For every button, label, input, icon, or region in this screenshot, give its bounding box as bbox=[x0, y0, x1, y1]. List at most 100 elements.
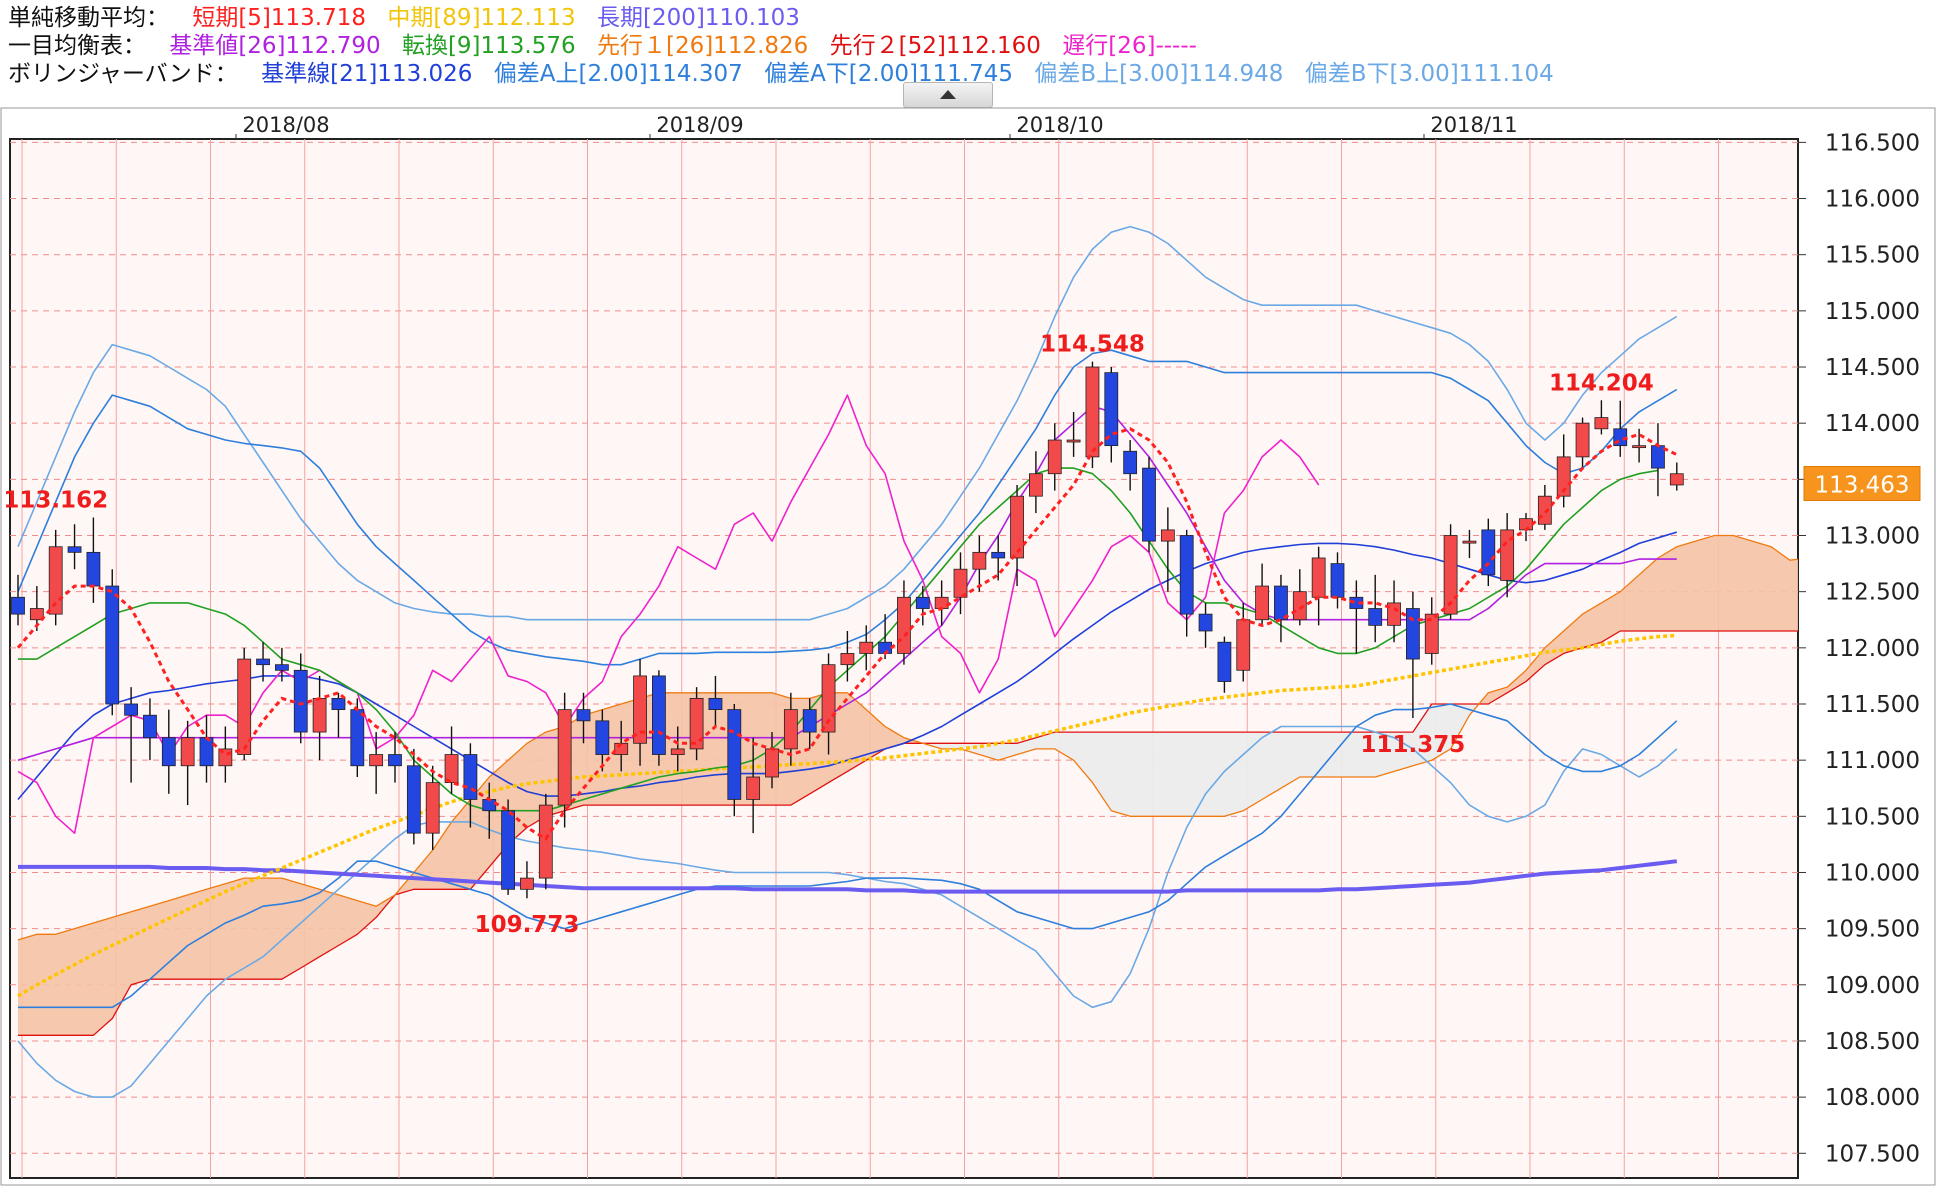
candle[interactable] bbox=[1236, 602, 1251, 682]
candle[interactable] bbox=[1142, 456, 1156, 553]
candle[interactable] bbox=[1160, 507, 1175, 592]
candle[interactable] bbox=[463, 743, 478, 828]
candle-body bbox=[501, 810, 516, 890]
candle[interactable] bbox=[1123, 440, 1138, 491]
candle[interactable] bbox=[520, 861, 534, 899]
candle[interactable] bbox=[595, 709, 610, 772]
candle[interactable] bbox=[1368, 574, 1383, 643]
candle[interactable] bbox=[425, 765, 440, 851]
y-axis-label: 109.000 bbox=[1825, 973, 1920, 999]
candle[interactable] bbox=[48, 529, 63, 626]
candle[interactable] bbox=[388, 732, 402, 783]
candle[interactable] bbox=[727, 703, 742, 817]
y-axis-label: 116.500 bbox=[1825, 130, 1920, 156]
plot-layer bbox=[10, 139, 1798, 1178]
candle[interactable] bbox=[237, 647, 252, 761]
candle[interactable] bbox=[840, 630, 855, 682]
candle[interactable] bbox=[1424, 597, 1439, 665]
candle[interactable] bbox=[1632, 428, 1646, 463]
legend-item-tenkan: 転換[9]113.576 bbox=[401, 33, 576, 59]
candle[interactable] bbox=[11, 574, 25, 626]
candle-body bbox=[1217, 641, 1232, 682]
legend-item-bb-up2: 偏差A上[2.00]114.307 bbox=[493, 61, 743, 87]
candle[interactable] bbox=[1104, 367, 1119, 463]
candle-body bbox=[293, 669, 308, 733]
candle-body bbox=[256, 658, 270, 666]
candle[interactable] bbox=[1443, 524, 1458, 620]
candle[interactable] bbox=[312, 675, 327, 761]
candle[interactable] bbox=[1594, 400, 1609, 435]
candle[interactable] bbox=[670, 726, 685, 772]
candle[interactable] bbox=[859, 625, 874, 671]
candle[interactable] bbox=[331, 692, 346, 738]
candle[interactable] bbox=[67, 524, 82, 570]
candle[interactable] bbox=[557, 692, 572, 828]
candle[interactable] bbox=[538, 793, 553, 890]
candle[interactable] bbox=[1462, 529, 1477, 558]
candle[interactable] bbox=[1311, 546, 1326, 626]
candle[interactable] bbox=[1575, 417, 1590, 469]
ichimoku-cloud-bullish bbox=[18, 692, 923, 1036]
candle[interactable] bbox=[444, 726, 459, 794]
candle[interactable] bbox=[1217, 636, 1232, 693]
candle-body bbox=[1029, 473, 1043, 497]
candle[interactable] bbox=[652, 670, 666, 766]
candle-body bbox=[274, 664, 289, 671]
candle[interactable] bbox=[802, 698, 817, 749]
candle[interactable] bbox=[1255, 563, 1269, 626]
candle[interactable] bbox=[293, 653, 308, 744]
candle[interactable] bbox=[501, 799, 516, 895]
candle-body bbox=[576, 709, 591, 722]
legend-row-sma: 単純移動平均： 短期[5]113.718 中期[89]112.113 長期[20… bbox=[8, 4, 814, 32]
legend-item-span1: 先行１[26]112.826 bbox=[596, 33, 809, 59]
candle[interactable] bbox=[1292, 569, 1307, 626]
candle[interactable] bbox=[1387, 580, 1401, 643]
candle[interactable] bbox=[1179, 529, 1194, 637]
candle[interactable] bbox=[1198, 602, 1213, 648]
candle[interactable] bbox=[350, 698, 365, 778]
candle[interactable] bbox=[406, 748, 421, 845]
candle[interactable] bbox=[1047, 423, 1062, 491]
candle[interactable] bbox=[915, 586, 930, 626]
candle[interactable] bbox=[143, 698, 157, 761]
candle-body bbox=[1424, 613, 1439, 654]
candle[interactable] bbox=[1330, 552, 1345, 609]
candle[interactable] bbox=[1066, 411, 1081, 457]
candle[interactable] bbox=[180, 720, 195, 806]
candle[interactable] bbox=[1274, 574, 1288, 643]
candle[interactable] bbox=[199, 715, 214, 783]
candle[interactable] bbox=[765, 732, 779, 789]
candle[interactable] bbox=[689, 687, 704, 761]
candle[interactable] bbox=[369, 732, 384, 794]
candle[interactable] bbox=[1481, 518, 1496, 587]
candle[interactable] bbox=[124, 687, 138, 783]
candle[interactable] bbox=[1029, 451, 1043, 514]
candle[interactable] bbox=[991, 535, 1006, 581]
candle-body bbox=[1274, 585, 1288, 621]
legend-item-bb-dn3: 偏差B下[3.00]111.104 bbox=[1304, 61, 1554, 87]
candle-body bbox=[1443, 535, 1458, 615]
candle[interactable] bbox=[1085, 361, 1100, 469]
candle[interactable] bbox=[1500, 513, 1515, 598]
candle[interactable] bbox=[633, 659, 647, 766]
candle-body bbox=[1047, 439, 1062, 475]
candle[interactable] bbox=[1669, 462, 1684, 491]
candle[interactable] bbox=[746, 737, 761, 834]
candle[interactable] bbox=[1556, 434, 1571, 508]
candle[interactable] bbox=[274, 647, 289, 682]
candle[interactable] bbox=[1406, 591, 1420, 719]
candle[interactable] bbox=[708, 675, 723, 727]
candle[interactable] bbox=[614, 720, 629, 772]
candle[interactable] bbox=[576, 692, 591, 744]
x-axis-label: 2018/09 bbox=[656, 113, 743, 137]
candle[interactable] bbox=[1010, 484, 1024, 587]
candle[interactable] bbox=[105, 569, 120, 716]
candle[interactable] bbox=[256, 642, 270, 682]
collapse-legend-button[interactable] bbox=[903, 82, 993, 108]
candle-body bbox=[1537, 495, 1552, 525]
candle[interactable] bbox=[953, 552, 968, 615]
candle[interactable] bbox=[161, 709, 176, 794]
candle[interactable] bbox=[972, 535, 987, 592]
candle-body bbox=[1368, 608, 1383, 626]
